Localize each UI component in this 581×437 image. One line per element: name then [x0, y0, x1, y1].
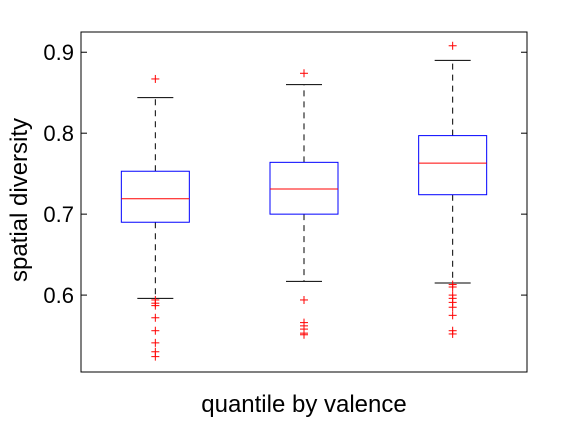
outlier-point — [300, 69, 308, 78]
y-axis: 0.6 0.7 0.8 0.9 — [43, 40, 527, 308]
y-tick-label: 0.9 — [43, 40, 74, 65]
outlier-point — [151, 301, 160, 310]
outlier-point — [448, 41, 457, 50]
y-tick-label: 0.8 — [43, 121, 74, 146]
iqr-box — [418, 135, 488, 196]
box-group-2 — [269, 69, 339, 339]
x-axis-label: quantile by valence — [201, 391, 406, 418]
iqr-box — [120, 170, 190, 223]
outlier-point — [448, 329, 457, 338]
y-tick-label: 0.6 — [43, 283, 74, 308]
outlier-point — [151, 338, 160, 347]
box-series — [120, 41, 488, 361]
iqr-box — [269, 161, 339, 215]
plot-area-frame — [80, 31, 528, 373]
box-group-1 — [120, 74, 190, 361]
y-tick-label: 0.7 — [43, 202, 74, 227]
outlier-point — [151, 74, 160, 83]
y-axis-label: spatial diversity — [6, 118, 33, 282]
box-group-3 — [418, 41, 488, 338]
outlier-point — [300, 330, 308, 339]
outlier-point — [448, 283, 457, 291]
outlier-point — [448, 303, 457, 312]
outlier-point — [151, 313, 160, 322]
outlier-point — [448, 311, 457, 320]
outlier-point — [151, 352, 160, 361]
outlier-point — [151, 326, 160, 335]
outlier-point — [300, 295, 308, 304]
